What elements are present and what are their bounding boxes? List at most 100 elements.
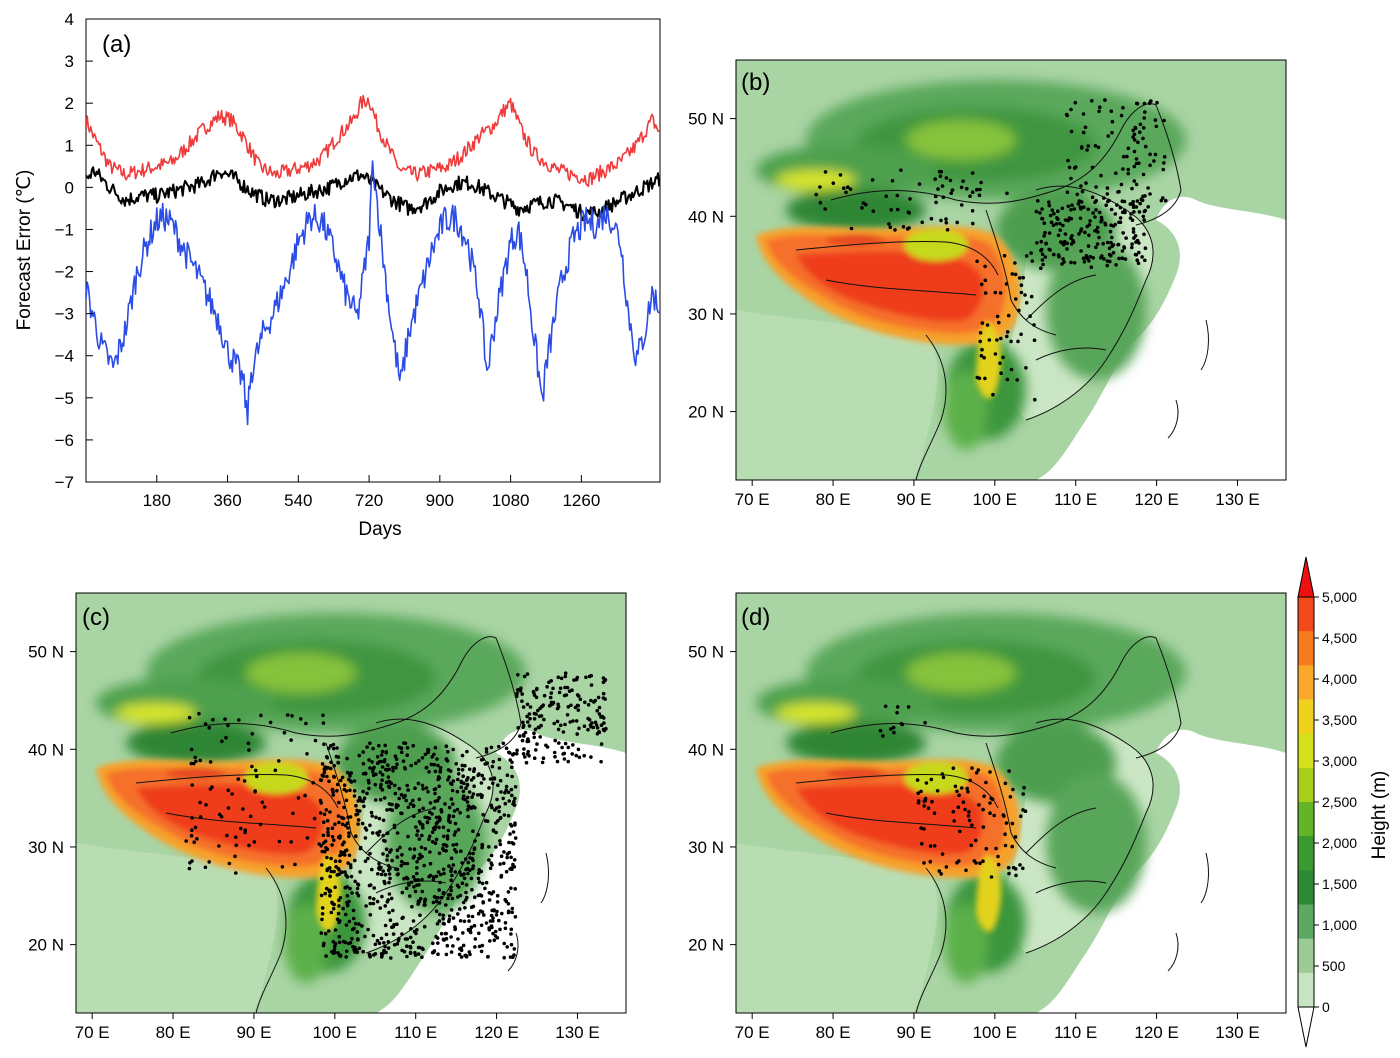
station-dot bbox=[273, 768, 278, 773]
colorbar-segment bbox=[1298, 631, 1314, 666]
station-dot bbox=[922, 861, 926, 865]
station-dot bbox=[492, 938, 497, 942]
station-dot bbox=[428, 850, 432, 854]
station-dot bbox=[968, 194, 972, 198]
station-dot bbox=[566, 745, 571, 750]
station-dot bbox=[970, 190, 975, 194]
station-dot bbox=[469, 876, 474, 881]
panel-d-map: (d) 70 E 80 E 90 E 100 E 110 E 120 E 130 E50 N… bbox=[688, 592, 1287, 1042]
station-dot bbox=[1108, 259, 1112, 264]
station-dot bbox=[227, 861, 232, 866]
station-dot bbox=[556, 705, 561, 709]
station-dot bbox=[471, 858, 475, 863]
station-dot bbox=[371, 933, 376, 938]
station-dot bbox=[460, 763, 465, 768]
station-dot bbox=[198, 815, 203, 819]
station-dot bbox=[458, 811, 463, 815]
station-dot bbox=[449, 935, 453, 939]
station-dot bbox=[1036, 199, 1040, 203]
station-dot bbox=[368, 741, 372, 746]
station-dot bbox=[378, 770, 383, 775]
station-dot bbox=[408, 945, 413, 950]
station-dot bbox=[386, 868, 391, 872]
station-dot bbox=[582, 753, 586, 758]
station-dot bbox=[380, 894, 384, 899]
station-dot bbox=[1009, 339, 1013, 344]
station-dot bbox=[506, 902, 511, 906]
station-dot bbox=[1030, 259, 1035, 263]
station-dot bbox=[384, 750, 389, 754]
station-dot bbox=[379, 872, 384, 877]
station-dot bbox=[366, 856, 370, 861]
station-dot bbox=[547, 680, 551, 685]
station-dot bbox=[413, 950, 417, 955]
station-dot bbox=[513, 821, 517, 825]
station-dot bbox=[1148, 163, 1152, 168]
station-dot bbox=[555, 719, 560, 724]
station-dot bbox=[1018, 863, 1022, 867]
lon-tick-label: 120 E bbox=[1134, 1023, 1178, 1042]
station-dot bbox=[333, 859, 338, 863]
station-dot bbox=[595, 726, 600, 730]
station-dot bbox=[434, 837, 439, 842]
station-dot bbox=[1138, 130, 1142, 134]
panel-a-xlabel: Days bbox=[358, 519, 401, 540]
station-dot bbox=[427, 837, 431, 842]
lon-tick-label: 80 E bbox=[816, 490, 851, 509]
station-dot bbox=[417, 797, 422, 802]
station-dot bbox=[361, 949, 366, 954]
station-dot bbox=[1143, 246, 1148, 250]
station-dot bbox=[480, 842, 485, 847]
station-dot bbox=[326, 830, 330, 834]
station-dot bbox=[291, 811, 295, 816]
lat-tick-label: 20 N bbox=[28, 936, 64, 955]
station-dot bbox=[260, 800, 265, 805]
station-dot bbox=[1032, 323, 1036, 327]
station-dot bbox=[1079, 206, 1083, 211]
station-dot bbox=[412, 885, 416, 889]
station-dot bbox=[479, 869, 484, 874]
station-dot bbox=[975, 259, 979, 264]
station-dot bbox=[469, 925, 474, 929]
station-dot bbox=[464, 898, 468, 902]
station-dot bbox=[480, 881, 485, 886]
station-dot bbox=[1069, 260, 1073, 265]
station-dot bbox=[396, 803, 400, 808]
station-dot bbox=[460, 768, 465, 772]
station-dot bbox=[436, 777, 441, 782]
station-dot bbox=[983, 291, 988, 295]
station-dot bbox=[1148, 192, 1152, 196]
station-dot bbox=[366, 778, 371, 783]
station-dot bbox=[320, 863, 324, 867]
station-dot bbox=[1077, 232, 1081, 236]
station-dot bbox=[495, 909, 499, 914]
station-dot bbox=[393, 791, 398, 796]
station-dot bbox=[571, 743, 575, 747]
station-dot bbox=[430, 840, 435, 844]
station-dot bbox=[1070, 203, 1074, 207]
station-dot bbox=[552, 721, 556, 726]
station-dot bbox=[379, 936, 384, 941]
station-dot bbox=[559, 676, 564, 681]
station-dot bbox=[217, 812, 222, 817]
station-dot bbox=[491, 916, 495, 920]
station-dot bbox=[400, 890, 405, 895]
station-dot bbox=[461, 774, 466, 778]
station-dot bbox=[320, 762, 325, 766]
station-dot bbox=[360, 821, 365, 826]
station-dot bbox=[524, 760, 529, 765]
station-dot bbox=[344, 923, 349, 927]
station-dot bbox=[1085, 148, 1089, 152]
station-dot bbox=[396, 872, 400, 876]
station-dot bbox=[1003, 832, 1007, 836]
lon-tick-label: 70 E bbox=[735, 1023, 770, 1042]
station-dot bbox=[838, 173, 843, 177]
station-dot bbox=[849, 226, 854, 231]
station-dot bbox=[505, 945, 510, 949]
station-dot bbox=[219, 815, 224, 819]
station-dot bbox=[521, 752, 526, 756]
station-dot bbox=[920, 220, 924, 225]
station-dot bbox=[382, 796, 387, 800]
station-dot bbox=[471, 866, 475, 871]
station-dot bbox=[537, 714, 542, 719]
